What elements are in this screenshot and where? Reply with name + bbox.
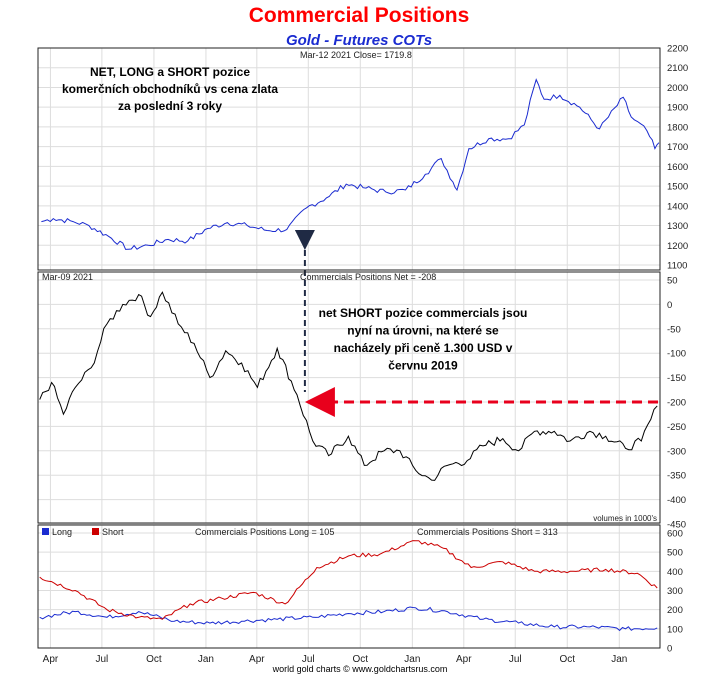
x-tick-label: Jul (95, 654, 108, 665)
x-tick-label: Apr (456, 654, 472, 665)
y-tick-label: -50 (667, 324, 681, 335)
panel-frame-net (37, 271, 661, 524)
y-tick-label: 300 (667, 586, 683, 597)
chart-title: Commercial Positions (248, 4, 470, 27)
long-value-label: Commercials Positions Long = 105 (195, 527, 334, 537)
x-tick-label: Oct (353, 654, 369, 665)
x-tick-label: Oct (559, 654, 575, 665)
volume-note: volumes in 1000's (593, 514, 657, 523)
y-tick-label: 2100 (667, 63, 688, 74)
x-tick-label: Jan (404, 654, 420, 665)
x-tick-label: Jul (509, 654, 522, 665)
series-line-price (41, 78, 660, 250)
x-tick-label: Jul (302, 654, 315, 665)
net-panel-title: Commercials Positions Net = -208 (300, 272, 436, 282)
net-annotation-line: net SHORT pozice commercials jsou (319, 306, 528, 320)
short-value-label: Commercials Positions Short = 313 (417, 527, 558, 537)
price-annotation-line: komerčních obchodníků vs cena zlata (62, 82, 278, 96)
y-tick-label: 50 (667, 276, 678, 287)
x-tick-label: Jan (198, 654, 214, 665)
y-tick-label: -300 (667, 446, 686, 457)
y-tick-label: 1600 (667, 162, 688, 173)
x-tick-label: Apr (249, 654, 265, 665)
y-tick-label: -400 (667, 495, 686, 506)
x-tick-label: Apr (43, 654, 59, 665)
x-tick-label: Oct (146, 654, 162, 665)
y-tick-label: 100 (667, 624, 683, 635)
y-tick-label: 1200 (667, 241, 688, 252)
price-annotation-line: NET, LONG a SHORT pozice (90, 65, 250, 79)
y-tick-label: 500 (667, 548, 683, 559)
y-tick-label: 1100 (667, 261, 687, 272)
x-tick-label: Jan (611, 654, 627, 665)
y-tick-label: 1900 (667, 103, 688, 114)
y-tick-label: 1300 (667, 221, 688, 232)
y-tick-label: -150 (667, 373, 686, 384)
panel-frame-price (37, 47, 661, 271)
legend-label-short: Short (102, 527, 124, 537)
series-line-long_short-short (39, 540, 658, 620)
legend-swatch-long (42, 528, 49, 535)
y-tick-label: 1400 (667, 201, 688, 212)
net-annotation-line: nacházely při ceně 1.300 USD v (334, 341, 513, 355)
net-info-label: Mar-09 2021 (42, 272, 93, 282)
y-tick-label: 2000 (667, 83, 688, 94)
y-tick-label: -200 (667, 398, 686, 409)
price-info-label: Mar-12 2021 Close= 1719.8 (300, 50, 412, 60)
y-tick-label: -100 (667, 349, 686, 360)
series-line-long_short-long (39, 606, 658, 632)
panel-frame-long_short (37, 524, 661, 649)
y-tick-label: 400 (667, 567, 683, 578)
net-annotation-line: nyní na úrovni, na které se (347, 324, 499, 338)
y-tick-label: 2200 (667, 44, 688, 55)
y-tick-label: 0 (667, 644, 672, 655)
chart-subtitle: Gold - Futures COTs (285, 32, 433, 49)
y-tick-label: -250 (667, 422, 686, 433)
footer-credit: world gold charts © www.goldchartsrus.co… (272, 664, 448, 674)
y-tick-label: 1800 (667, 122, 688, 133)
price-annotation-line: za poslední 3 roky (118, 99, 222, 113)
y-tick-label: 1500 (667, 182, 688, 193)
y-tick-label: 0 (667, 300, 672, 311)
y-tick-label: 600 (667, 529, 683, 540)
net-annotation-line: červnu 2019 (388, 359, 458, 373)
legend-label-long: Long (52, 527, 72, 537)
y-tick-label: -450 (667, 520, 686, 531)
y-tick-label: 200 (667, 605, 683, 616)
y-tick-label: -350 (667, 471, 686, 482)
y-tick-label: 1700 (667, 142, 688, 153)
legend-swatch-short (92, 528, 99, 535)
series-line-net (39, 291, 658, 481)
